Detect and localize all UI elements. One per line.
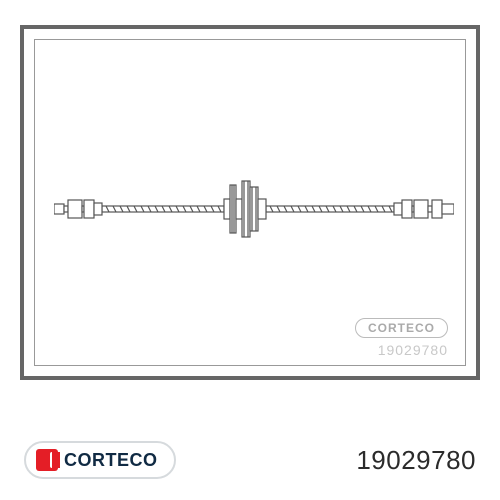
watermark-brand: CORTECO [355,318,448,338]
brand-icon [36,449,58,471]
footer: CORTECO 19029780 [0,430,500,490]
part-number: 19029780 [356,445,476,476]
brand-badge: CORTECO [24,441,176,479]
part-diagram [54,169,454,249]
product-frame: CORTECO 19029780 [20,25,480,380]
brand-name: CORTECO [64,450,158,471]
watermark-part-number: 19029780 [378,342,448,358]
